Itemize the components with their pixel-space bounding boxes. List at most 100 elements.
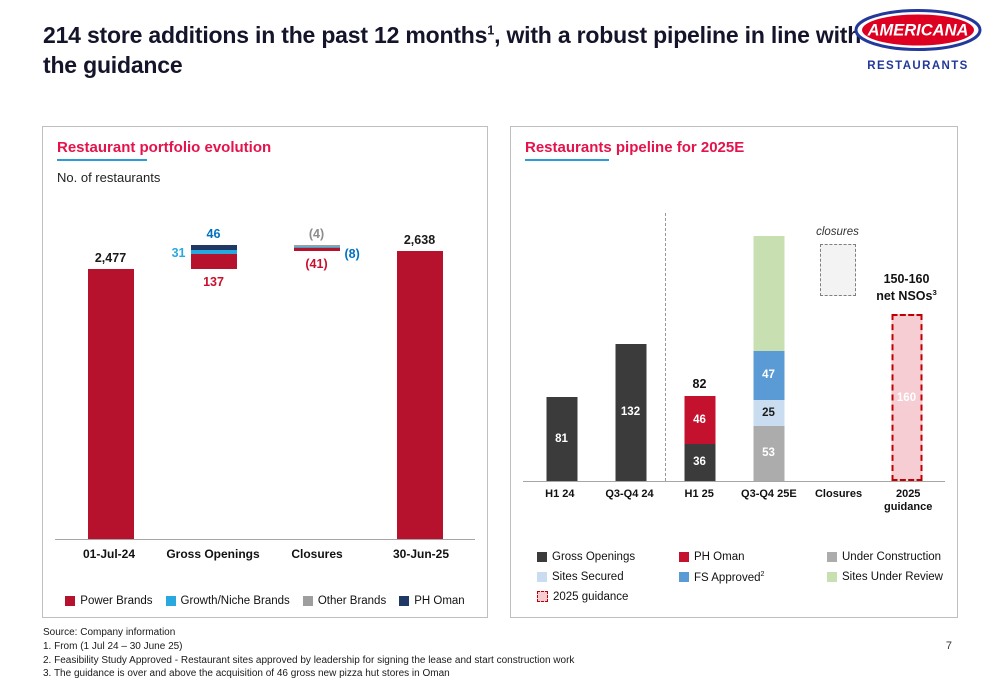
legend-label: PH Oman	[694, 551, 745, 563]
guidance-annotation: 150-160 net NSOs3	[859, 272, 955, 304]
legend-item: PH Oman	[399, 595, 465, 607]
legend-label: Gross Openings	[552, 551, 636, 563]
page-title-footnote-ref: 1	[487, 23, 495, 38]
x-axis-label: H1 25	[684, 488, 714, 500]
value-label: 31	[171, 246, 186, 261]
pipeline-plot: 81 132 36 46 82 53 25 47 closures 160 150-160 net N…	[527, 213, 941, 481]
pipeline-column: 132	[596, 231, 665, 481]
footnotes: Source: Company information 1. From (1 J…	[43, 626, 574, 681]
value-label: 2,638	[403, 233, 436, 248]
total-label: 82	[692, 376, 707, 391]
legend-label: Under Construction	[842, 551, 942, 563]
waterfall-column: 2,638	[368, 233, 471, 539]
bar: 36 46	[684, 395, 715, 481]
bar: 53 25 47	[753, 236, 784, 481]
x-axis-label: Gross Openings	[166, 547, 260, 561]
legend-label: PH Oman	[414, 595, 465, 607]
bar-segment	[190, 250, 237, 254]
pipeline-column: 81	[527, 231, 596, 481]
guidance-annotation-line: net NSOs3	[876, 287, 937, 303]
x-axis-label: 2025 guidance	[884, 488, 933, 514]
bar-segment	[293, 245, 340, 247]
bar-segment	[293, 247, 340, 252]
value-label: (41)	[305, 257, 328, 272]
bar-segment: 132	[615, 343, 646, 481]
pipeline-panel: Restaurants pipeline for 2025E 81 132 36 46…	[510, 126, 958, 618]
legend-swatch	[399, 596, 410, 606]
closures-dashed-box	[819, 244, 856, 296]
footnote-3: 3. The guidance is over and above the ac…	[43, 668, 450, 680]
bar: 160	[891, 314, 922, 481]
pipeline-column: 160 150-160 net NSOs3	[872, 231, 941, 481]
bar-segment: 47	[753, 350, 784, 400]
bar: 132	[615, 343, 646, 481]
bar-segment: 81	[546, 396, 577, 481]
portfolio-legend: Power Brands Growth/Niche Brands Other Bra…	[43, 595, 487, 607]
waterfall-column: (4) (8) (41)	[265, 227, 368, 539]
legend-label: Sites Secured	[552, 570, 624, 583]
bar	[293, 245, 340, 252]
portfolio-plot: 2,477 46 31 137 (4) (8) (41) 2,638	[59, 227, 471, 539]
page-title-main: 214 store additions in the past 12 month…	[43, 22, 488, 48]
actual-estimate-divider	[664, 213, 666, 481]
value-label: 137	[203, 274, 224, 289]
legend-swatch	[537, 591, 548, 603]
legend-swatch	[679, 552, 689, 562]
portfolio-x-axis-line	[55, 539, 475, 540]
legend-label: Power Brands	[80, 595, 153, 607]
bar-segment	[87, 268, 134, 539]
legend-item: 2025 guidance	[537, 591, 679, 603]
bar-segment	[293, 246, 340, 248]
legend-swatch	[537, 552, 547, 562]
legend-item: Power Brands	[65, 595, 153, 607]
x-axis-label: Closures	[814, 488, 863, 500]
legend-label: Growth/Niche Brands	[180, 595, 290, 607]
portfolio-panel-title: Restaurant portfolio evolution	[57, 139, 271, 161]
legend-label: Other Brands	[317, 595, 387, 607]
footnote-source: Source: Company information	[43, 627, 176, 638]
americana-logo: AMERICANA RESTAURANTS	[852, 8, 984, 72]
value-label: 46	[206, 227, 221, 242]
bar-segment	[753, 236, 784, 351]
page-number: 7	[945, 640, 952, 652]
legend-swatch	[65, 596, 76, 606]
pipeline-panel-title: Restaurants pipeline for 2025E	[525, 139, 744, 161]
bar	[87, 268, 134, 539]
bar-segment: 53	[753, 425, 784, 481]
legend-item: PH Oman	[679, 551, 827, 563]
legend-swatch	[537, 571, 547, 582]
pipeline-column: 53 25 47	[734, 231, 803, 481]
bar	[190, 245, 237, 269]
bar: 81	[546, 396, 577, 481]
americana-logo-icon: AMERICANA	[854, 9, 982, 51]
page-title: 214 store additions in the past 12 month…	[43, 20, 863, 81]
portfolio-y-axis-label: No. of restaurants	[57, 170, 161, 185]
footnote-ref: 3	[932, 287, 937, 297]
value-label: (8)	[344, 247, 360, 262]
waterfall-column: 2,477	[59, 239, 162, 539]
footnote-2: 2. Feasibility Study Approved - Restaura…	[43, 654, 575, 666]
portfolio-panel: Restaurant portfolio evolution No. of re…	[42, 126, 488, 618]
pipeline-legend: Gross Openings PH Oman Under Construction S…	[537, 551, 985, 603]
legend-item: Under Construction	[827, 551, 985, 563]
legend-item: Sites Under Review	[827, 570, 985, 584]
legend-label: 2025 guidance	[553, 590, 629, 603]
legend-swatch	[679, 571, 689, 582]
legend-item: Gross Openings	[537, 551, 679, 563]
footnote-ref: 2	[760, 570, 765, 578]
legend-item: Sites Secured	[537, 570, 679, 584]
pipeline-column: 36 46 82	[665, 231, 734, 481]
pipeline-xlabels: H1 24 Q3-Q4 24 H1 25 Q3-Q4 25E Closures 2025 …	[525, 488, 943, 514]
guidance-annotation-line: 150-160	[883, 271, 930, 286]
pipeline-column: closures	[803, 226, 872, 481]
x-axis-label: Q3-Q4 25E	[741, 488, 797, 500]
footnote-1: 1. From (1 Jul 24 – 30 June 25)	[43, 640, 183, 652]
x-axis-label: Q3-Q4 24	[605, 488, 654, 500]
legend-swatch	[165, 596, 176, 606]
x-axis-label: 30-Jun-25	[392, 547, 450, 561]
bar-segment: 36	[684, 443, 715, 481]
bar-segment: 160	[893, 316, 920, 479]
legend-item: Growth/Niche Brands	[165, 595, 290, 607]
x-axis-label: 01-Jul-24	[82, 547, 136, 561]
